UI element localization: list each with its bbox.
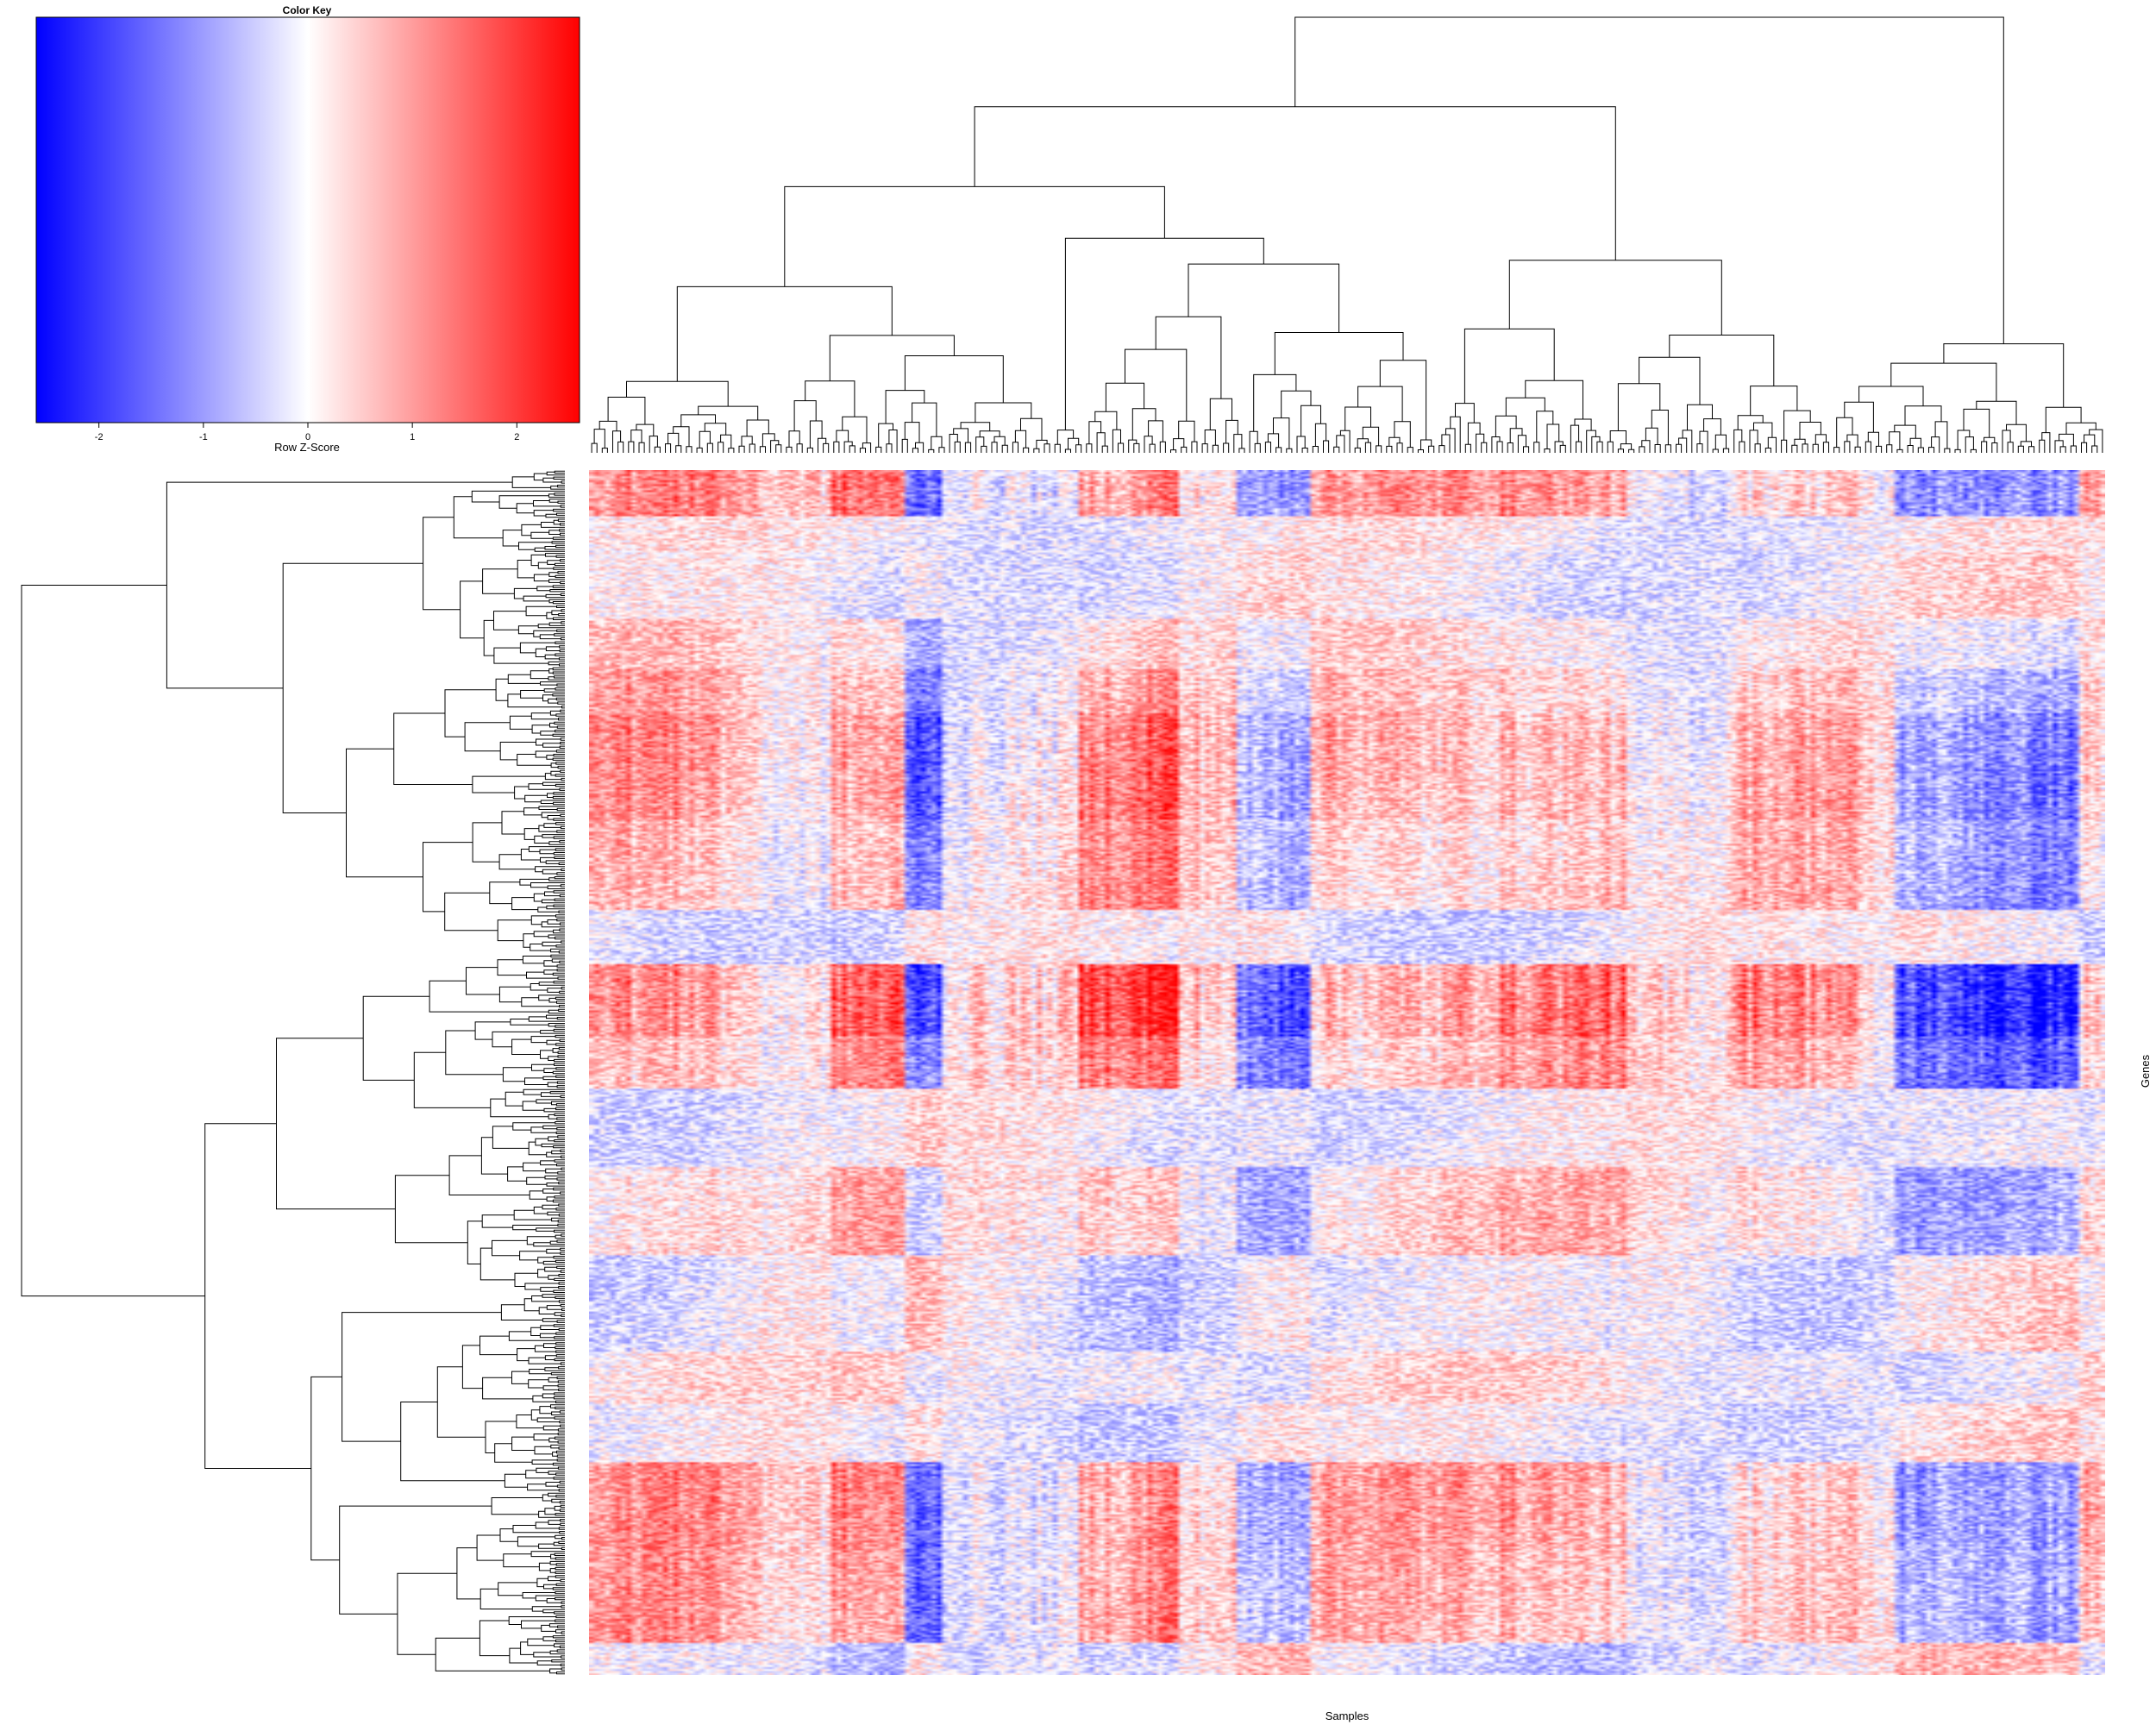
y-axis-label: Genes bbox=[2139, 1054, 2152, 1088]
x-axis-label: Samples bbox=[1326, 1709, 1369, 1722]
color-key-gradient bbox=[35, 16, 580, 423]
dendrogram-branches bbox=[21, 470, 565, 1675]
column-dendrogram bbox=[591, 16, 2103, 453]
heatmap-cells bbox=[589, 470, 2105, 1675]
dendrogram-branches bbox=[591, 16, 2103, 453]
color-key-tick-label: -2 bbox=[95, 432, 103, 442]
color-key-tick-label: 0 bbox=[305, 432, 310, 442]
color-key-tick-label: -1 bbox=[199, 432, 208, 442]
row-dendrogram bbox=[21, 470, 565, 1675]
color-key-title: Color Key bbox=[283, 4, 332, 16]
color-key-tick-label: 1 bbox=[410, 432, 415, 442]
color-key-xlabel: Row Z-Score bbox=[274, 441, 340, 454]
color-key-tick-label: 2 bbox=[514, 432, 519, 442]
color-key-ticks: -2 -1 0 1 2 bbox=[95, 423, 519, 442]
color-key: Color Key -2 -1 0 1 2 Row Z-Score bbox=[35, 4, 580, 454]
